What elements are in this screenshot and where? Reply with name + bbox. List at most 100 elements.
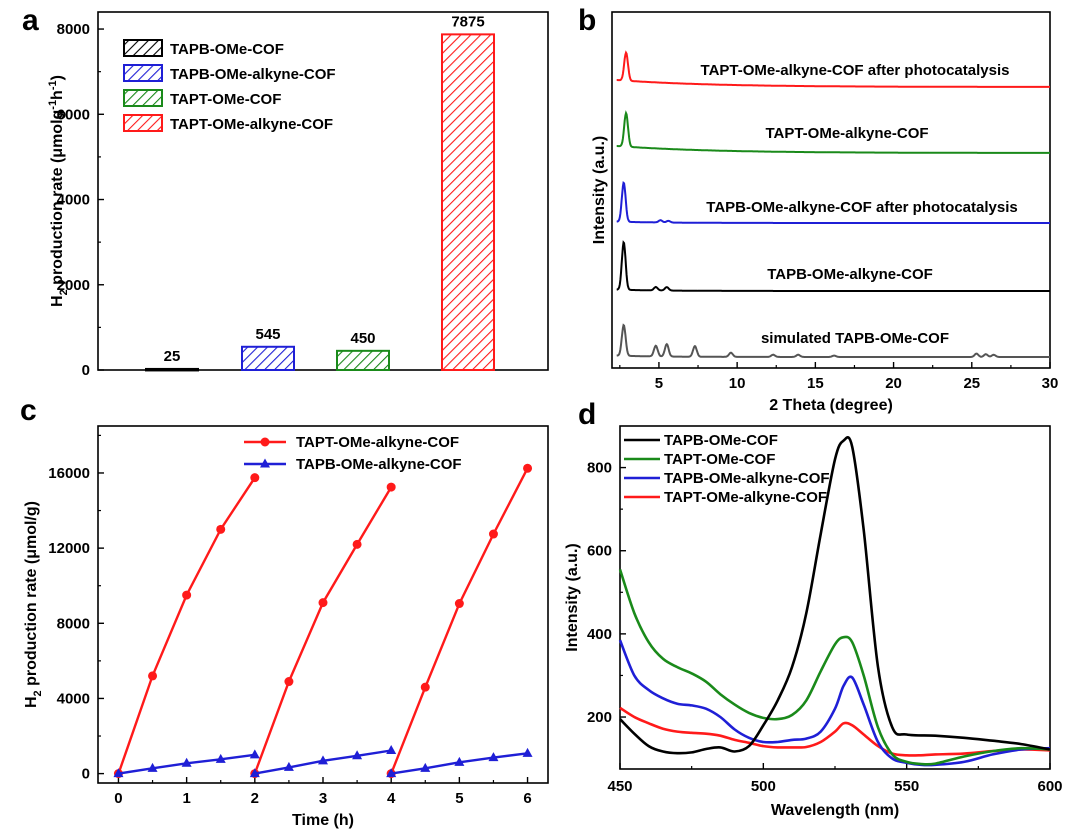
d-series-line — [618, 568, 1051, 766]
b-series-label: simulated TAPB-OMe-COF — [761, 330, 949, 347]
panel-c-cycling-chart: 0 1 2 3 4 5 6 0 4000 8000 12000 16000 Time (h) H2 pro… — [23, 425, 549, 829]
b-series-label: TAPT-OMe-alkyne-COF after photocatalysis — [701, 62, 1010, 79]
c-point-triangle — [386, 768, 397, 778]
panel-label-c: c — [20, 394, 37, 427]
d-y-tick-label: 200 — [587, 709, 612, 726]
c-point-triangle — [488, 752, 499, 762]
a-legend-label: TAPB-OMe-alkyne-COF — [170, 66, 336, 83]
bar-tapt-ome-cof — [336, 349, 390, 372]
panel-a-bar-chart: 0 2000 4000 6000 8000 H2 production rate (μmo… — [47, 11, 549, 379]
c-point-circle — [352, 539, 362, 549]
c-point-triangle — [181, 757, 192, 767]
b-x-axis-label: 2 Theta (degree) — [769, 397, 893, 414]
c-point-triangle — [147, 762, 158, 772]
bar-tapt-ome-alkyne-cof — [441, 33, 495, 371]
d-x-axis-label: Wavelength (nm) — [771, 802, 899, 819]
c-point-circle — [260, 437, 270, 447]
c-point-circle — [523, 463, 533, 473]
c-y-tick-label: 12000 — [48, 540, 90, 557]
a-plot-frame — [97, 11, 549, 371]
c-point-circle — [386, 482, 396, 492]
c-point-triangle — [522, 747, 533, 757]
b-series-line — [616, 110, 1050, 154]
bar-value-label: 7875 — [451, 13, 484, 30]
b-x-tick-label: 5 — [655, 375, 663, 392]
a-y-tick-label: 4000 — [57, 192, 90, 209]
b-plot-frame — [611, 11, 1051, 369]
c-point-circle — [182, 590, 192, 600]
d-legend-label: TAPB-OMe-COF — [664, 432, 778, 449]
c-point-circle — [318, 598, 328, 608]
c-y-tick-label: 0 — [82, 766, 90, 783]
d-x-tick-label: 500 — [751, 778, 776, 795]
d-x-tick-label: 550 — [894, 778, 919, 795]
bar-tapb-ome-alkyne-cof — [241, 345, 295, 371]
a-y-tick-label: 0 — [82, 362, 90, 379]
c-point-triangle — [113, 768, 124, 778]
c-point-triangle — [249, 768, 260, 778]
d-y-axis-label: Intensity (a.u.) — [564, 543, 581, 651]
c-y-axis-label: H2 production rate (μmol/g) — [23, 501, 44, 708]
bar-value-label: 545 — [255, 326, 280, 343]
panel-label-a: a — [22, 4, 39, 37]
b-series-line — [616, 50, 1050, 88]
b-series-line — [616, 323, 1050, 358]
d-series-line — [619, 706, 1051, 757]
b-x-tick-label: 10 — [729, 375, 746, 392]
c-point-circle — [250, 473, 260, 483]
panel-label-d: d — [578, 398, 596, 431]
c-point-triangle — [260, 458, 270, 468]
d-legend-label: TAPB-OMe-alkyne-COF — [664, 470, 830, 487]
c-y-tick-label: 4000 — [57, 690, 90, 707]
b-series-label: TAPB-OMe-alkyne-COF — [767, 266, 933, 283]
c-point-circle — [284, 677, 294, 687]
c-point-triangle — [420, 762, 431, 772]
panel-label-b: b — [578, 4, 596, 37]
c-point-circle — [148, 671, 158, 681]
d-x-tick-label: 600 — [1037, 778, 1062, 795]
b-series-line — [616, 181, 1050, 224]
c-point-circle — [420, 682, 430, 692]
panel-d-pl-chart: 450 500 550 600 200 400 600 800 Wavelength (nm) I… — [564, 425, 1063, 819]
b-y-axis-label: Intensity (a.u.) — [591, 136, 608, 244]
b-x-tick-label: 25 — [963, 375, 980, 392]
b-series-label: TAPB-OMe-alkyne-COF after photocatalysis — [706, 199, 1017, 216]
c-point-circle — [488, 529, 498, 539]
a-legend-swatch — [123, 114, 163, 132]
c-point-triangle — [283, 761, 294, 771]
a-y-axis-label: H2 production rate (μmolg-1h-1) — [47, 75, 70, 307]
c-x-tick-label: 1 — [182, 790, 190, 807]
a-legend-label: TAPT-OMe-COF — [170, 91, 281, 108]
b-series-line — [616, 240, 1050, 292]
a-legend-label: TAPT-OMe-alkyne-COF — [170, 116, 333, 133]
c-x-tick-label: 6 — [523, 790, 531, 807]
c-x-tick-label: 5 — [455, 790, 463, 807]
bar-value-label: 450 — [350, 330, 375, 347]
c-point-triangle — [318, 755, 328, 765]
c-legend-label: TAPT-OMe-alkyne-COF — [296, 434, 459, 451]
b-x-tick-label: 20 — [885, 375, 902, 392]
panel-b-xrd-chart: 5 10 15 20 25 30 2 Theta (degree) Intensity (a.… — [591, 11, 1059, 414]
c-y-tick-label: 16000 — [48, 465, 90, 482]
a-y-tick-label: 2000 — [57, 277, 90, 294]
a-y-tick-label: 6000 — [57, 106, 90, 123]
a-legend-swatch — [123, 89, 163, 107]
c-x-tick-label: 3 — [319, 790, 327, 807]
a-legend-swatch — [123, 64, 163, 82]
c-point-triangle — [352, 750, 363, 760]
c-point-circle — [216, 524, 226, 534]
d-y-tick-label: 600 — [587, 543, 612, 560]
c-x-tick-label: 2 — [251, 790, 259, 807]
d-x-tick-label: 450 — [607, 778, 632, 795]
c-point-triangle — [249, 749, 260, 759]
b-x-tick-label: 30 — [1042, 375, 1059, 392]
c-series-line — [117, 477, 256, 774]
c-point-triangle — [454, 756, 465, 766]
b-x-tick-label: 15 — [807, 375, 824, 392]
d-y-tick-label: 800 — [587, 460, 612, 477]
c-point-circle — [454, 599, 464, 609]
bar-tapb-ome-cof — [145, 367, 199, 372]
a-legend-swatch — [123, 39, 163, 57]
d-y-tick-label: 400 — [587, 626, 612, 643]
